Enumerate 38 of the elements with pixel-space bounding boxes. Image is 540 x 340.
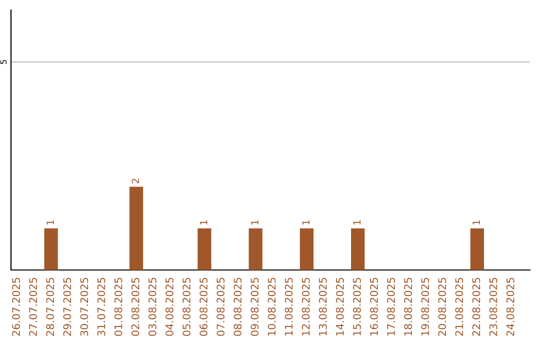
x-tick-label: 06.08.2025 xyxy=(200,278,208,336)
x-tick-label: 11.08.2025 xyxy=(284,278,293,336)
x-tick-label: 10.08.2025 xyxy=(268,278,276,336)
x-tick-label: 21.08.2025 xyxy=(455,278,464,336)
x-tick-label: 24.08.2025 xyxy=(506,278,514,336)
x-tick-label: 09.08.2025 xyxy=(250,278,259,336)
x-tick-label: 19.08.2025 xyxy=(421,278,430,336)
x-tick-label: 05.08.2025 xyxy=(182,278,190,336)
x-tick-label: 04.08.2025 xyxy=(166,278,174,336)
x-tick-label: 03.08.2025 xyxy=(148,278,156,336)
x-tick-label: 14.08.2025 xyxy=(336,278,344,336)
x-tick-label: 18.08.2025 xyxy=(404,278,412,336)
x-tick-label: 02.08.2025 xyxy=(131,278,140,336)
data-label: 1 xyxy=(251,220,258,225)
x-tick-label: 22.08.2025 xyxy=(472,278,480,336)
x-tick-label: 16.08.2025 xyxy=(370,278,378,336)
data-label: 2 xyxy=(132,178,139,184)
x-tick-label: 23.08.2025 xyxy=(489,278,498,336)
x-tick-label: 13.08.2025 xyxy=(318,278,327,336)
x-tick-label: 26.07.2025 xyxy=(12,278,20,336)
x-tick-label: 27.07.2025 xyxy=(29,278,38,336)
x-tick-label: 01.08.2025 xyxy=(114,278,122,336)
x-tick-label: 07.08.2025 xyxy=(216,278,225,336)
data-label: 1 xyxy=(200,220,208,225)
data-label: 1 xyxy=(46,220,54,225)
x-tick-label: 29.07.2025 xyxy=(63,278,72,336)
x-tick-label: 15.08.2025 xyxy=(352,278,361,336)
x-tick-label: 12.08.2025 xyxy=(302,278,310,336)
x-tick-label: 28.07.2025 xyxy=(46,278,54,336)
x-tick-label: 20.08.2025 xyxy=(438,278,446,336)
data-label: 1 xyxy=(472,220,480,225)
data-label: 1 xyxy=(302,220,310,225)
x-tick-label: 31.07.2025 xyxy=(97,278,106,336)
x-tick-label: 08.08.2025 xyxy=(234,278,242,336)
y-tick-label: 5 xyxy=(0,60,7,64)
x-tick-label: 30.07.2025 xyxy=(80,278,88,336)
x-tick-label: 17.08.2025 xyxy=(387,278,395,336)
data-label: 1 xyxy=(353,220,361,225)
